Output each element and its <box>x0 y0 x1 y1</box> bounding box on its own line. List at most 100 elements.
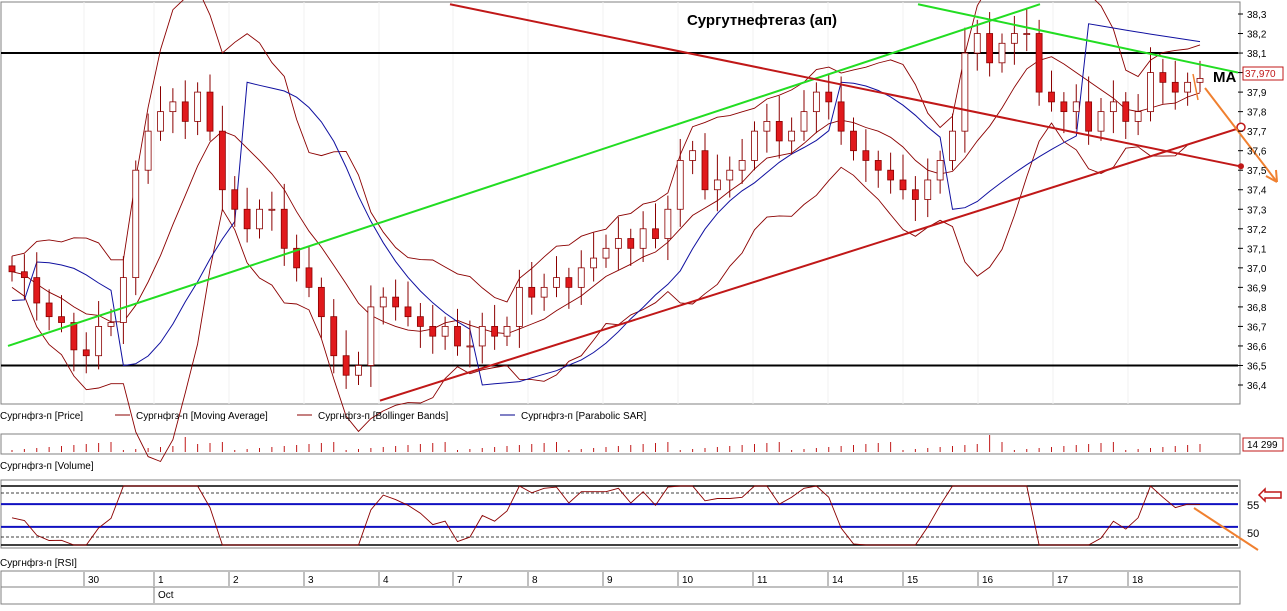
candle-body <box>293 247 301 269</box>
candle-body <box>478 326 486 347</box>
y-tick-label: 36,4 <box>1247 381 1267 392</box>
candles-layer <box>8 8 1204 389</box>
candle-body <box>701 150 709 191</box>
legend-price: Сургнфгз-п [Price] <box>0 410 83 422</box>
candle-body <box>181 101 189 122</box>
candle-body <box>973 33 981 54</box>
day-label: 3 <box>308 575 314 586</box>
candle-body <box>874 160 882 171</box>
candle-body <box>280 208 288 249</box>
y-tick-label: 37,0 <box>1247 264 1267 275</box>
candle-body <box>1085 101 1093 132</box>
candle-body <box>58 316 65 323</box>
volume-layer <box>11 435 1201 452</box>
day-label: 16 <box>982 575 994 586</box>
y-tick-label: 38,1 <box>1247 49 1267 60</box>
candle-body <box>8 265 16 273</box>
y-tick-label: 37,7 <box>1247 127 1267 138</box>
candle-body <box>218 130 226 191</box>
legend: Сургнфгз-п [Price] Сургнфгз-п [Moving Av… <box>0 410 647 422</box>
day-label: 10 <box>682 575 694 586</box>
candle-body <box>949 130 956 161</box>
candle-body <box>862 150 870 161</box>
parabolic-sar-layer <box>11 23 1201 386</box>
candle-body <box>1171 81 1179 93</box>
y-tick-label: 37,4 <box>1247 186 1267 197</box>
legend-parabolic-sar: Сургнфгз-п [Parabolic SAR] <box>521 410 647 422</box>
candle-body <box>726 169 734 181</box>
day-label: 15 <box>907 575 919 586</box>
candle-body <box>887 169 895 181</box>
candle-body <box>800 111 808 132</box>
rsi-line <box>11 485 1201 546</box>
rsi-forecast-arrow <box>1193 507 1259 551</box>
candle-body <box>367 306 375 366</box>
candle-body <box>986 33 994 64</box>
day-label: 18 <box>1132 575 1144 586</box>
candle-body <box>379 296 387 308</box>
candle-body <box>355 365 362 376</box>
ma-annotation: MA <box>1213 69 1236 86</box>
candle-body <box>664 208 672 239</box>
candle-body <box>1196 78 1204 83</box>
candle-body <box>491 326 499 337</box>
candle-body <box>330 316 338 357</box>
grid-layer <box>83 2 1129 404</box>
candle-body <box>1122 101 1130 122</box>
candle-body <box>317 286 325 318</box>
y-tick-label: 37,5 <box>1247 166 1267 177</box>
candle-body <box>590 257 598 269</box>
y-tick-label: 36,7 <box>1247 322 1267 333</box>
candle-body <box>441 326 449 337</box>
candle-body <box>268 208 276 211</box>
candle-body <box>676 160 684 210</box>
day-label: 30 <box>88 575 100 586</box>
candle-body <box>837 101 845 132</box>
candle-body <box>788 130 796 142</box>
trendlines-layer <box>7 3 1278 402</box>
candle-body <box>231 189 239 210</box>
candle-body <box>466 345 474 348</box>
candle-body <box>70 322 78 351</box>
candle-body <box>1048 91 1055 103</box>
candle-body <box>924 179 932 200</box>
y-tick-label: 37,8 <box>1247 108 1267 119</box>
red-downtrend-line <box>449 3 1241 168</box>
candle-body <box>1147 72 1154 113</box>
month-label: Oct <box>158 590 174 601</box>
moving-average-line <box>11 56 1201 335</box>
levels-layer <box>1 52 1238 367</box>
rsi-layer <box>1 485 1259 551</box>
candle-body <box>256 208 263 230</box>
y-tick-label: 36,8 <box>1247 303 1267 314</box>
candle-body <box>1159 72 1167 83</box>
candle-body <box>998 42 1006 64</box>
day-label: 11 <box>757 575 768 586</box>
candle-body <box>1023 33 1031 35</box>
y-tick-label: 36,9 <box>1247 283 1267 294</box>
bollinger-bands-layer <box>11 0 1201 463</box>
candle-body <box>416 316 424 327</box>
y-tick-label: 38,3 <box>1247 10 1267 21</box>
candle-body <box>565 277 573 288</box>
day-label: 14 <box>832 575 844 586</box>
legend-moving-average: Сургнфгз-п [Moving Average] <box>136 410 268 422</box>
candle-body <box>639 228 647 249</box>
candle-body <box>553 277 560 288</box>
candle-body <box>936 160 944 181</box>
candle-body <box>812 91 820 113</box>
day-label: 7 <box>457 575 463 586</box>
candle-body <box>540 286 548 298</box>
candle-body <box>961 52 969 132</box>
y-tick-label: 37,2 <box>1247 225 1267 236</box>
candle-body <box>169 101 177 113</box>
candle-body <box>342 355 350 376</box>
candle-body <box>194 91 202 122</box>
current-price-label: 37,970 <box>1245 69 1276 80</box>
candle-body <box>157 111 164 132</box>
candle-body <box>1097 111 1105 132</box>
volume-panel-frame <box>0 433 1241 455</box>
candle-body <box>652 228 659 239</box>
